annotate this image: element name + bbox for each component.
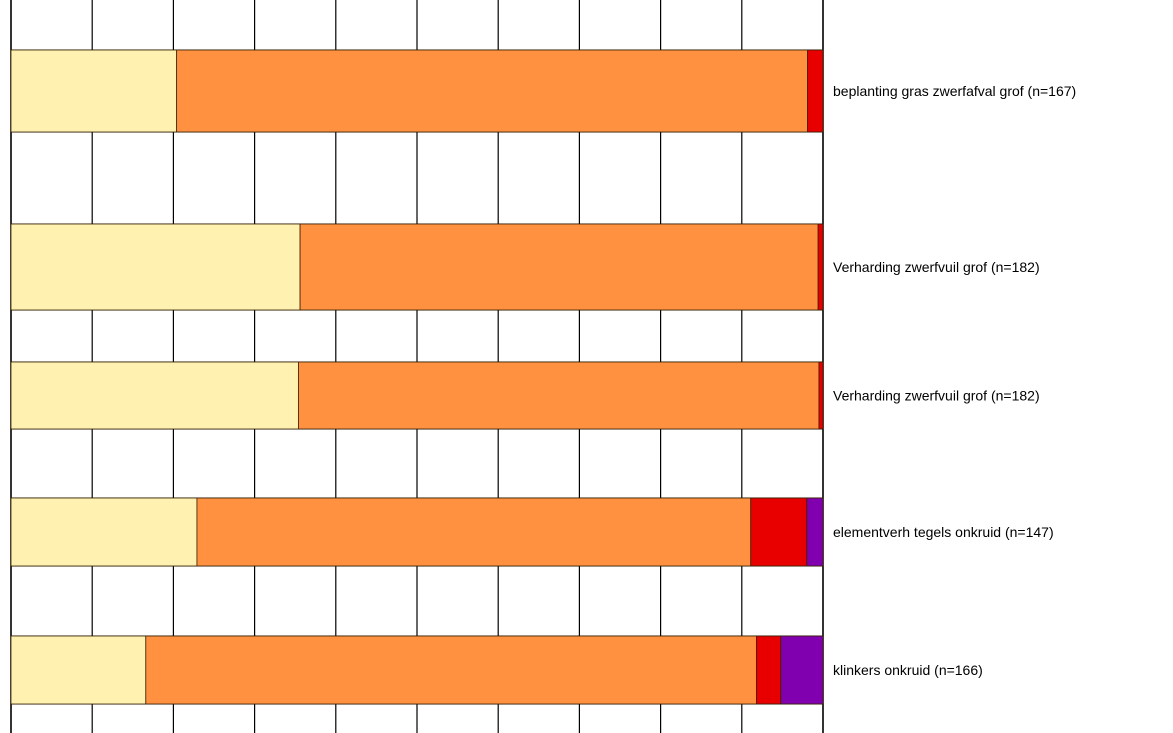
- category-label: elementverh tegels onkruid (n=147): [833, 524, 1054, 540]
- bar-segment: [780, 635, 824, 705]
- bar-segment: [817, 223, 824, 311]
- bar-segment: [756, 635, 782, 705]
- category-label: klinkers onkruid (n=166): [833, 662, 983, 678]
- category-label: beplanting gras zwerfafval grof (n=167): [833, 83, 1076, 99]
- category-label: Verharding zwerfvuil grof (n=182): [833, 259, 1040, 275]
- category-labels-layer: beplanting gras zwerfafval grof (n=167) V…: [833, 83, 1076, 678]
- category-label: Verharding zwerfvuil grof (n=182): [833, 388, 1040, 404]
- bar-segment: [10, 635, 147, 705]
- bar-segment: [298, 361, 820, 430]
- bar-segment: [10, 223, 301, 311]
- bar-segment: [818, 361, 824, 430]
- bar-segment: [10, 361, 299, 430]
- bar-segment: [196, 497, 752, 567]
- bar-segment: [10, 49, 178, 133]
- bar-segment: [145, 635, 757, 705]
- bar-segment: [10, 497, 198, 567]
- bars-layer: [10, 49, 824, 705]
- bar-segment: [807, 49, 824, 133]
- bar-segment: [176, 49, 808, 133]
- bar-segment: [806, 497, 824, 567]
- bar-segment: [750, 497, 808, 567]
- bar-segment: [299, 223, 819, 311]
